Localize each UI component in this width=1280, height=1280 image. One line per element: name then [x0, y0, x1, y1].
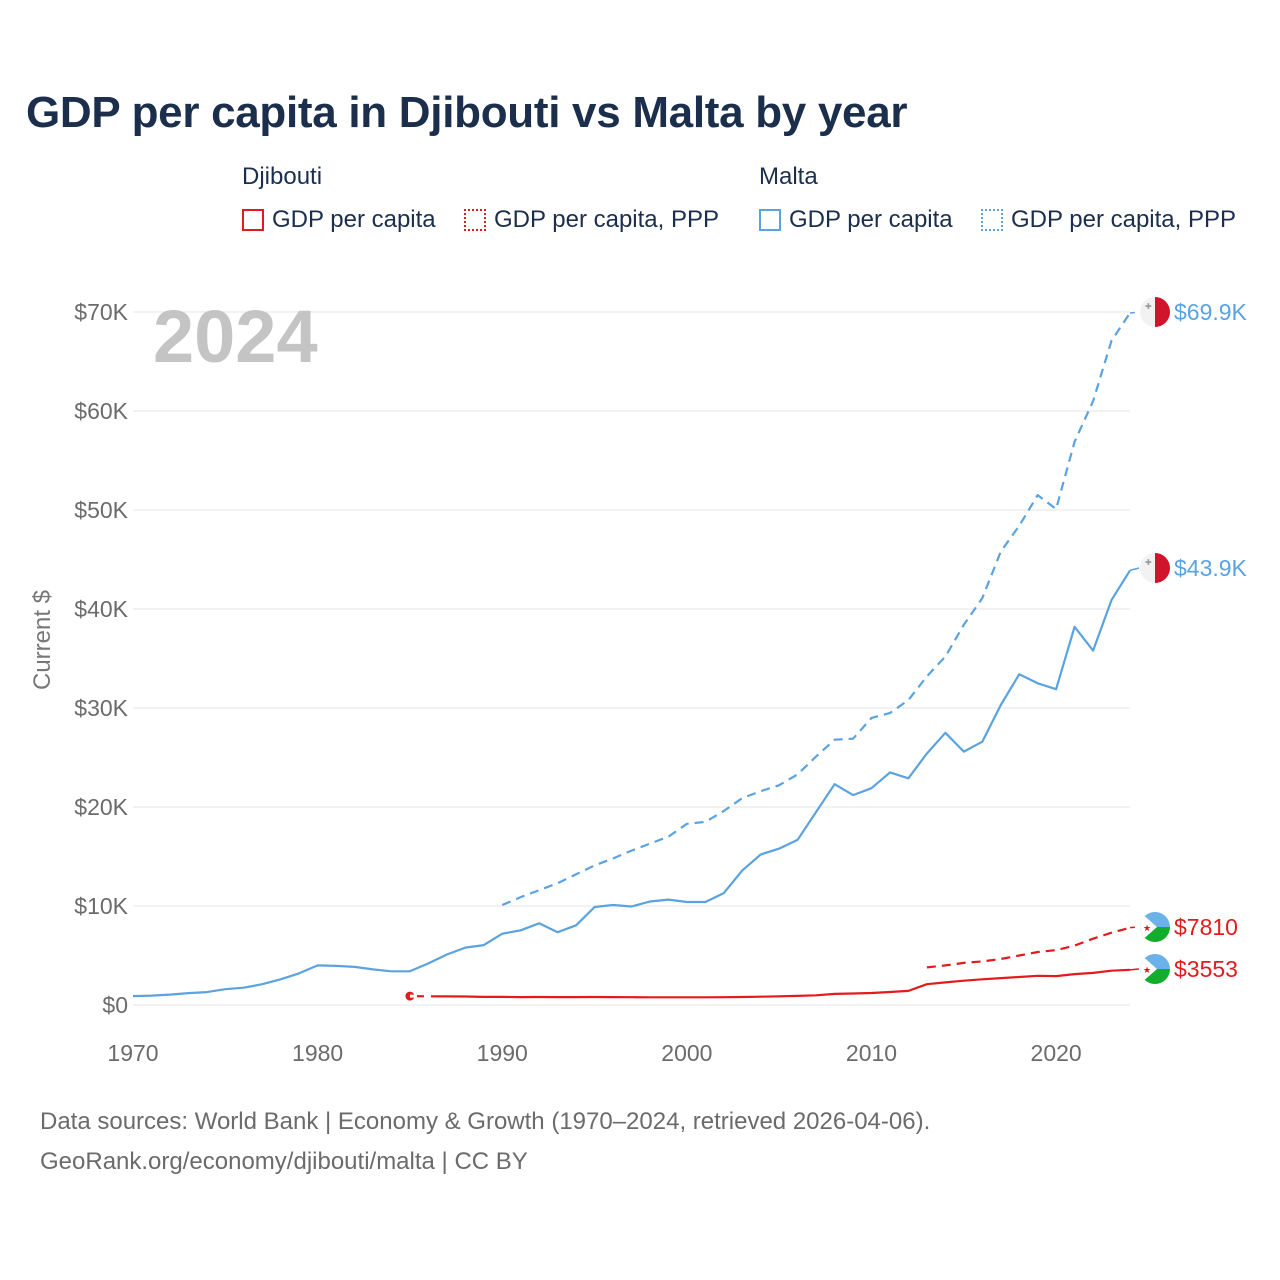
svg-text:✚: ✚ — [1145, 302, 1152, 311]
x-tick-label: 2010 — [846, 1040, 897, 1066]
svg-text:✚: ✚ — [1145, 558, 1152, 567]
series-end-label: $43.9K — [1174, 555, 1248, 581]
legend-group-malta: Malta — [759, 163, 818, 190]
series-line[interactable] — [409, 968, 1131, 999]
djibouti-flag-icon: ★ — [1140, 912, 1170, 942]
legend-swatch-dotted-icon — [464, 209, 486, 231]
y-tick-label: $30K — [74, 695, 128, 721]
malta-flag-icon: ✚ — [1140, 297, 1170, 327]
legend-label: GDP per capita — [789, 206, 953, 233]
svg-text:★: ★ — [1143, 965, 1151, 975]
y-tick-label: $50K — [74, 497, 128, 523]
legend-item-djibouti-gdp[interactable]: GDP per capita — [242, 206, 436, 234]
series-line[interactable] — [132, 569, 1131, 998]
legend-swatch-dotted-icon — [981, 209, 1003, 231]
y-tick-label: $70K — [74, 299, 128, 325]
legend-swatch-solid-icon — [759, 209, 781, 231]
end-connector — [1129, 926, 1140, 929]
legend-item-malta-gdp[interactable]: GDP per capita — [759, 206, 953, 234]
footer-link[interactable]: GeoRank.org/economy/djibouti/malta | CC … — [40, 1148, 528, 1175]
end-connector — [1129, 968, 1140, 971]
y-tick-label: $20K — [74, 794, 128, 820]
y-tick-label: $60K — [74, 398, 128, 424]
series-end-label: $3553 — [1174, 956, 1238, 982]
series-end-label: $7810 — [1174, 914, 1238, 940]
djibouti-flag-icon: ★ — [1140, 954, 1170, 984]
end-connector — [1129, 311, 1140, 314]
x-tick-label: 2000 — [661, 1040, 712, 1066]
legend-label: GDP per capita, PPP — [1011, 206, 1236, 233]
end-connector — [1129, 567, 1140, 572]
legend-group-djibouti: Djibouti — [242, 163, 323, 190]
x-tick-label: 1980 — [292, 1040, 343, 1066]
y-axis-label: Current $ — [29, 590, 56, 690]
legend-label: GDP per capita — [272, 206, 436, 233]
year-watermark: 2024 — [153, 295, 318, 378]
y-tick-label: $40K — [74, 596, 128, 622]
series-line[interactable] — [926, 926, 1131, 969]
footer-source: Data sources: World Bank | Economy & Gro… — [40, 1108, 931, 1135]
legend-swatch-solid-icon — [242, 209, 264, 231]
series-end-label: $69.9K — [1174, 299, 1248, 325]
legend-label: GDP per capita, PPP — [494, 206, 719, 233]
malta-flag-icon: ✚ — [1140, 553, 1170, 583]
svg-text:★: ★ — [1143, 923, 1151, 933]
y-tick-label: $0 — [102, 992, 128, 1018]
x-tick-label: 1970 — [107, 1040, 158, 1066]
line-chart: $0 $10K $20K $30K $40K $50K $60K $70K 1970 1980 19… — [29, 295, 1248, 1066]
legend-item-malta-gdp-ppp[interactable]: GDP per capita, PPP — [981, 206, 1236, 234]
x-tick-label: 1990 — [477, 1040, 528, 1066]
series-line[interactable] — [501, 312, 1131, 907]
y-tick-label: $10K — [74, 893, 128, 919]
chart-title: GDP per capita in Djibouti vs Malta by y… — [26, 88, 908, 137]
legend-item-djibouti-gdp-ppp[interactable]: GDP per capita, PPP — [464, 206, 719, 234]
x-tick-label: 2020 — [1031, 1040, 1082, 1066]
